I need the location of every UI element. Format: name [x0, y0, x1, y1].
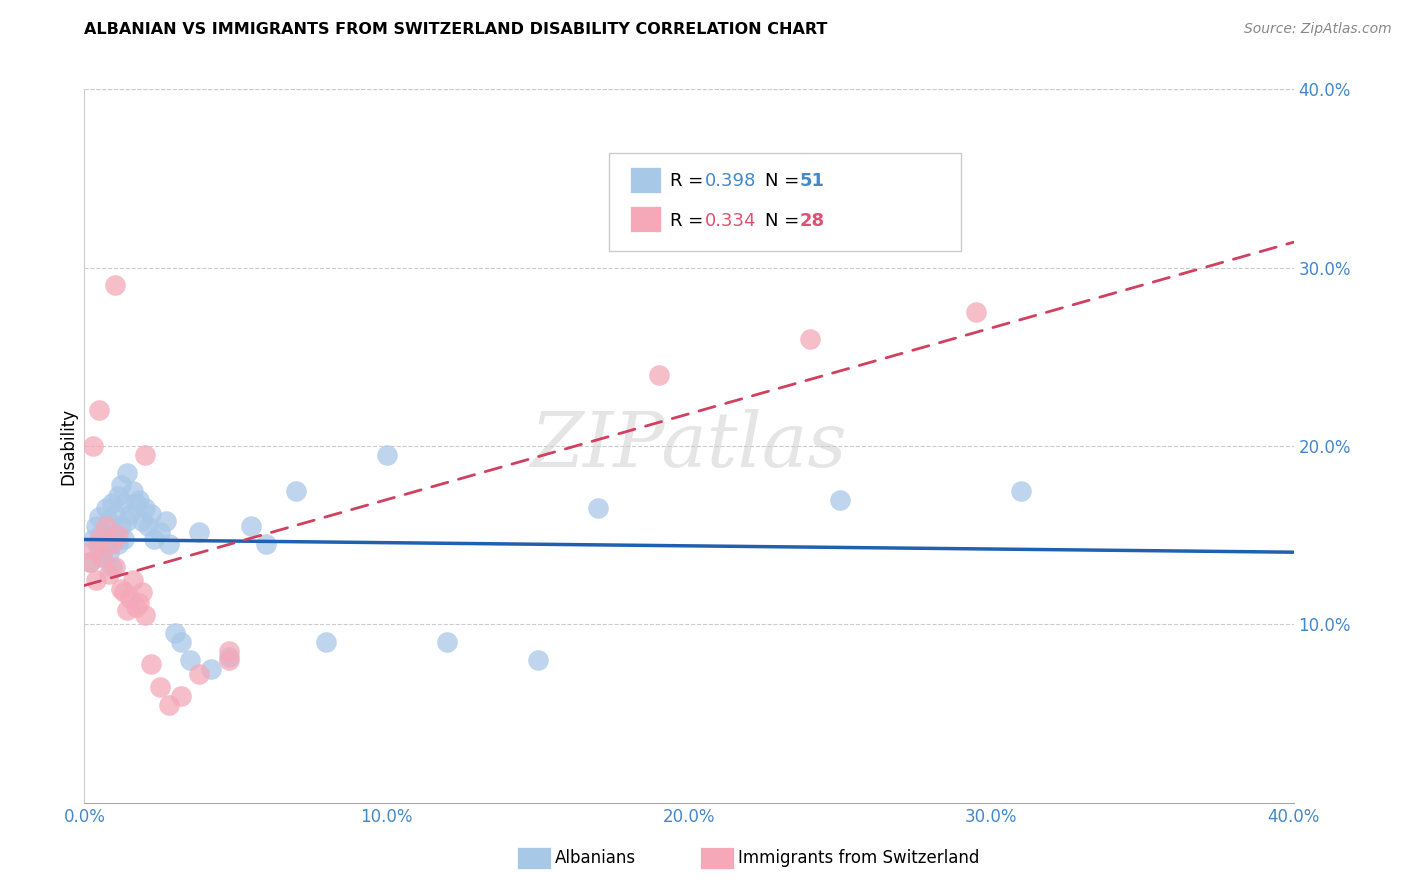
Immigrants from Switzerland [118, 591, 141, 605]
Albanians [104, 528, 127, 542]
Immigrants from Switzerland [149, 680, 172, 694]
Albanians [91, 524, 114, 539]
Albanians [526, 653, 548, 667]
Immigrants from Switzerland [134, 608, 156, 623]
Albanians [239, 519, 262, 533]
Text: 0.398: 0.398 [704, 172, 756, 190]
Immigrants from Switzerland [139, 657, 162, 671]
Immigrants from Switzerland [79, 555, 101, 569]
Immigrants from Switzerland [170, 689, 193, 703]
Albanians [94, 537, 117, 551]
Immigrants from Switzerland [91, 549, 114, 564]
Immigrants from Switzerland [107, 528, 129, 542]
Text: Immigrants from Switzerland: Immigrants from Switzerland [738, 849, 980, 867]
Albanians [142, 532, 165, 546]
Albanians [112, 532, 135, 546]
Text: R =: R = [669, 172, 709, 190]
Y-axis label: Disability: Disability [59, 408, 77, 484]
Albanians [118, 507, 141, 521]
Immigrants from Switzerland [131, 585, 153, 599]
Immigrants from Switzerland [82, 439, 104, 453]
Albanians [128, 492, 150, 507]
Albanians [588, 501, 610, 516]
Text: ALBANIAN VS IMMIGRANTS FROM SWITZERLAND DISABILITY CORRELATION CHART: ALBANIAN VS IMMIGRANTS FROM SWITZERLAND … [84, 22, 828, 37]
Albanians [110, 519, 132, 533]
Immigrants from Switzerland [89, 532, 111, 546]
Albanians [115, 466, 138, 480]
Immigrants from Switzerland [157, 698, 180, 712]
Immigrants from Switzerland [104, 560, 127, 574]
Albanians [121, 483, 143, 498]
Immigrants from Switzerland [218, 653, 240, 667]
Immigrants from Switzerland [799, 332, 821, 346]
Immigrants from Switzerland [134, 448, 156, 462]
Text: R =: R = [669, 212, 709, 230]
Albanians [100, 560, 122, 574]
Immigrants from Switzerland [115, 603, 138, 617]
Text: 0.334: 0.334 [704, 212, 756, 230]
Immigrants from Switzerland [82, 542, 104, 557]
Albanians [82, 532, 104, 546]
Albanians [149, 524, 172, 539]
Immigrants from Switzerland [86, 573, 108, 587]
Immigrants from Switzerland [112, 585, 135, 599]
Albanians [284, 483, 308, 498]
Albanians [104, 507, 127, 521]
Immigrants from Switzerland [121, 573, 143, 587]
Immigrants from Switzerland [125, 599, 148, 614]
Immigrants from Switzerland [218, 644, 240, 658]
Albanians [125, 496, 148, 510]
Immigrants from Switzerland [188, 667, 211, 681]
Albanians [179, 653, 201, 667]
Text: N =: N = [765, 172, 806, 190]
Albanians [107, 489, 129, 503]
Albanians [139, 507, 162, 521]
Albanians [1010, 483, 1032, 498]
Albanians [315, 635, 337, 649]
Text: Source: ZipAtlas.com: Source: ZipAtlas.com [1244, 22, 1392, 37]
Text: 28: 28 [799, 212, 824, 230]
Text: 51: 51 [799, 172, 824, 190]
Albanians [155, 514, 177, 528]
Immigrants from Switzerland [647, 368, 671, 382]
Immigrants from Switzerland [89, 403, 111, 417]
Albanians [170, 635, 193, 649]
Immigrants from Switzerland [104, 278, 127, 293]
Albanians [200, 662, 222, 676]
Albanians [89, 542, 111, 557]
Albanians [188, 524, 211, 539]
Albanians [163, 626, 186, 640]
Text: ZIPatlas: ZIPatlas [530, 409, 848, 483]
Albanians [107, 537, 129, 551]
Immigrants from Switzerland [110, 582, 132, 596]
Immigrants from Switzerland [100, 537, 122, 551]
Immigrants from Switzerland [94, 519, 117, 533]
Albanians [110, 478, 132, 492]
Albanians [436, 635, 458, 649]
Albanians [112, 496, 135, 510]
Albanians [94, 501, 117, 516]
Immigrants from Switzerland [128, 596, 150, 610]
Albanians [97, 514, 120, 528]
Text: N =: N = [765, 212, 806, 230]
Immigrants from Switzerland [97, 567, 120, 582]
Albanians [254, 537, 277, 551]
Albanians [830, 492, 852, 507]
Immigrants from Switzerland [965, 305, 987, 319]
Albanians [131, 514, 153, 528]
Albanians [375, 448, 398, 462]
Albanians [86, 519, 108, 533]
Albanians [100, 496, 122, 510]
Albanians [91, 549, 114, 564]
Albanians [115, 514, 138, 528]
Albanians [97, 546, 120, 560]
Albanians [134, 501, 156, 516]
Albanians [79, 555, 101, 569]
Albanians [89, 510, 111, 524]
Albanians [136, 519, 159, 533]
Text: Albanians: Albanians [555, 849, 637, 867]
Albanians [157, 537, 180, 551]
Albanians [218, 649, 240, 664]
